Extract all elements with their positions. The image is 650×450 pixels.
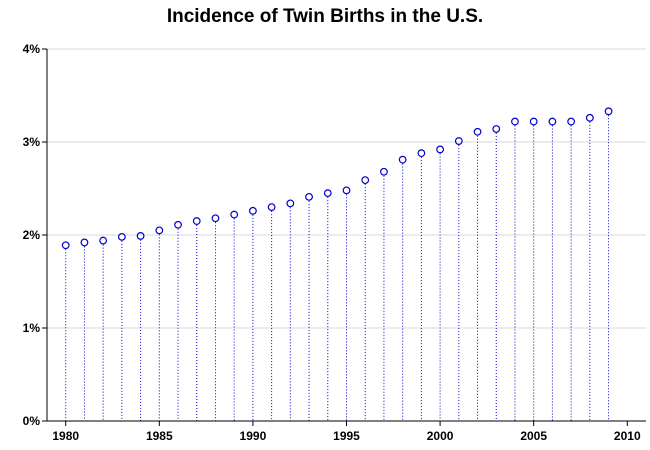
gridlines xyxy=(47,48,646,329)
data-point-2001 xyxy=(454,137,463,145)
drop-lines xyxy=(65,115,610,421)
data-point-2000 xyxy=(436,145,444,154)
data-point-1999 xyxy=(417,149,426,158)
data-point-1992 xyxy=(286,199,295,208)
x-tick-label-0: 1980 xyxy=(52,429,79,443)
y-tick-label-3: 3% xyxy=(23,135,41,149)
data-point-1981 xyxy=(80,238,89,247)
data-point-2007 xyxy=(567,117,576,126)
data-point-2009 xyxy=(604,107,613,116)
x-axis-ticks: 1980 1985 1990 1995 2000 2005 2010 xyxy=(52,421,641,443)
data-point-1984 xyxy=(136,232,145,240)
data-point-1993 xyxy=(305,192,313,201)
data-point-1998 xyxy=(398,155,407,164)
data-point-1989 xyxy=(230,210,239,219)
data-point-2008 xyxy=(585,113,594,122)
x-tick-label-5: 2005 xyxy=(520,429,547,443)
y-axis-ticks: 0% 1% 2% 3% 4% xyxy=(23,42,47,428)
data-point-1983 xyxy=(117,232,126,241)
data-point-1988 xyxy=(211,214,220,223)
data-point-2004 xyxy=(511,117,519,126)
data-point-2005 xyxy=(529,117,538,126)
data-point-1994 xyxy=(323,189,332,198)
x-tick-label-2: 1990 xyxy=(240,429,267,443)
y-tick-label-4: 4% xyxy=(23,42,41,56)
data-point-2003 xyxy=(492,125,501,133)
x-tick-label-4: 2000 xyxy=(427,429,454,443)
data-point-1997 xyxy=(380,167,388,176)
data-point-1996 xyxy=(361,176,370,185)
data-point-2002 xyxy=(473,127,482,136)
data-point-1990 xyxy=(249,206,257,215)
y-tick-label-0: 0% xyxy=(23,414,41,428)
data-points xyxy=(61,107,613,250)
x-tick-label-6: 2010 xyxy=(614,429,641,443)
y-tick-label-2: 2% xyxy=(23,228,41,242)
x-tick-label-1: 1985 xyxy=(146,429,173,443)
data-point-1982 xyxy=(99,236,108,245)
x-tick-label-3: 1995 xyxy=(333,429,360,443)
data-point-1985 xyxy=(155,226,164,235)
data-point-1991 xyxy=(267,203,276,212)
chart-title: Incidence of Twin Births in the U.S. xyxy=(166,6,484,27)
data-point-1995 xyxy=(342,186,351,195)
y-tick-label-1: 1% xyxy=(23,321,41,335)
data-point-2006 xyxy=(548,117,557,126)
data-point-1986 xyxy=(174,220,182,229)
data-point-1987 xyxy=(192,217,201,225)
data-point-1980 xyxy=(61,241,70,250)
